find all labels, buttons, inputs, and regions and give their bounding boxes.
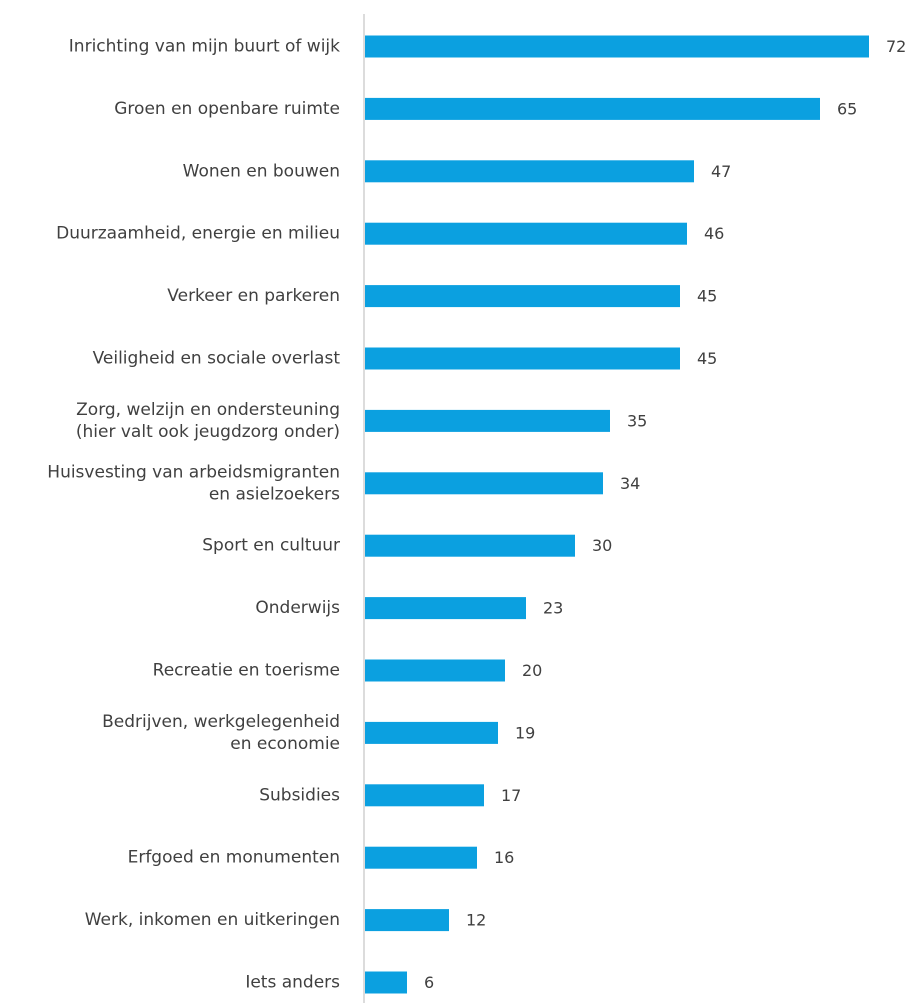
bar (365, 784, 484, 807)
category-labels-group: Inrichting van mijn buurt of wijk Groen e… (47, 37, 340, 993)
bar-value-label: 17 (501, 786, 521, 805)
bar-value-label: 45 (697, 287, 717, 306)
category-label: Iets anders (245, 973, 340, 993)
category-label: Huisvesting van arbeidsmigranten (47, 462, 340, 482)
category-label: Verkeer en parkeren (167, 286, 340, 306)
category-label: (hier valt ook jeugdzorg onder) (76, 422, 340, 442)
category-label: Duurzaamheid, energie en milieu (56, 224, 340, 244)
bar-value-label: 65 (837, 99, 857, 118)
bar (365, 659, 505, 682)
bar-value-label: 23 (543, 599, 563, 618)
category-label: Werk, inkomen en uitkeringen (85, 910, 340, 930)
bar-value-label: 35 (627, 411, 647, 430)
bar-value-label: 47 (711, 162, 731, 181)
bars-group (365, 35, 869, 994)
bar (365, 222, 687, 245)
category-label: Erfgoed en monumenten (128, 848, 340, 868)
bar-value-label: 30 (592, 536, 612, 555)
bar-value-label: 20 (522, 661, 542, 680)
value-labels-group: 72 65 47 46 45 45 35 34 30 23 20 19 17 16 12 6 (424, 37, 906, 992)
bar (365, 409, 610, 432)
bar-value-label: 16 (494, 848, 514, 867)
bar-value-label: 46 (704, 224, 724, 243)
bar (365, 846, 477, 869)
bar-value-label: 6 (424, 973, 434, 992)
bar (365, 472, 603, 495)
bar (365, 35, 869, 58)
bar (365, 534, 575, 557)
category-label: Subsidies (259, 785, 340, 805)
bar-value-label: 34 (620, 474, 640, 493)
category-label: Zorg, welzijn en ondersteuning (76, 400, 340, 420)
bar (365, 285, 680, 308)
bar-value-label: 45 (697, 349, 717, 368)
bar (365, 160, 694, 183)
category-label: Bedrijven, werkgelegenheid (102, 712, 340, 732)
bar (365, 971, 407, 994)
bar (365, 347, 680, 370)
category-label: Sport en cultuur (202, 536, 340, 556)
category-label: en asielzoekers (209, 484, 340, 504)
category-label: Groen en openbare ruimte (114, 99, 340, 119)
bar (365, 97, 820, 120)
bar (365, 597, 526, 620)
bar (365, 909, 449, 932)
category-label: en economie (230, 734, 340, 754)
bar (365, 721, 498, 744)
category-label: Veiligheid en sociale overlast (93, 349, 341, 369)
category-label: Onderwijs (255, 598, 340, 618)
bar-value-label: 12 (466, 911, 486, 930)
category-label: Recreatie en toerisme (153, 661, 340, 681)
bar-value-label: 72 (886, 37, 906, 56)
category-label: Wonen en bouwen (183, 161, 340, 181)
category-label: Inrichting van mijn buurt of wijk (69, 37, 340, 57)
bar-value-label: 19 (515, 723, 535, 742)
